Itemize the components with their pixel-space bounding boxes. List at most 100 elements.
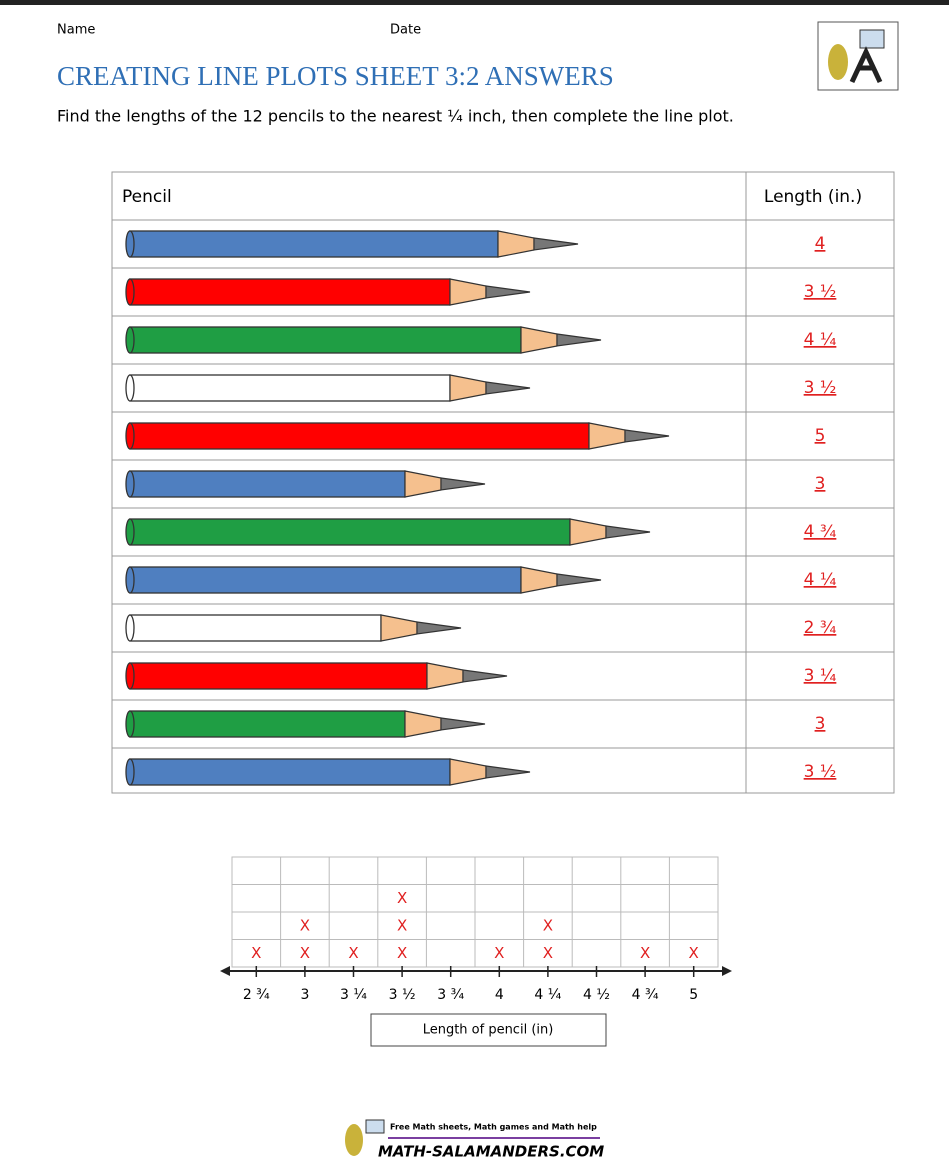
- pencil-end: [125, 422, 135, 450]
- pencil: [125, 710, 486, 738]
- pencil-end: [125, 518, 135, 546]
- title: CREATING LINE PLOTS SHEET 3:2 ANSWERS: [57, 61, 614, 91]
- pencil-wood: [588, 422, 626, 450]
- pencil-body: [129, 374, 451, 402]
- pencil-lead: [440, 477, 486, 491]
- plot-x-mark: X: [348, 944, 358, 962]
- pencil: [125, 662, 508, 690]
- footer-site: MATH-SALAMANDERS.COM: [378, 1143, 604, 1161]
- pencil-end: [125, 566, 135, 594]
- plot-x-mark: X: [640, 944, 650, 962]
- pencil-wood: [497, 230, 535, 258]
- table-header: Pencil: [122, 187, 172, 207]
- pencil-lead: [533, 237, 579, 251]
- pencil: [125, 278, 531, 306]
- plot-x-mark: X: [300, 944, 310, 962]
- plot-x-mark: X: [543, 944, 553, 962]
- plot-x-mark: X: [251, 944, 261, 962]
- pencil-end: [125, 710, 135, 738]
- pencil-lead: [556, 573, 602, 587]
- pencil: [125, 326, 602, 354]
- pencil-end: [125, 230, 135, 258]
- pencil-end: [125, 374, 135, 402]
- pencil-end: [125, 758, 135, 786]
- plot-x-mark: X: [397, 889, 407, 907]
- pencil-lead: [556, 333, 602, 347]
- number-line-label: 3 ½: [389, 987, 416, 1003]
- pencil-length: 3 ¼: [804, 666, 837, 686]
- pencil-body: [129, 566, 522, 594]
- pencil: [125, 518, 651, 546]
- pencil-body: [129, 614, 382, 642]
- plot-x-mark: X: [300, 916, 310, 934]
- pencil: [125, 230, 579, 258]
- pencil: [125, 470, 486, 498]
- logo: [817, 21, 899, 91]
- pencil-length: 3: [815, 714, 826, 734]
- pencil-wood: [520, 566, 558, 594]
- pencil-length: 4: [815, 234, 826, 254]
- number-line-label: 4 ½: [583, 987, 610, 1003]
- plot-x-mark: X: [543, 916, 553, 934]
- plot-x-mark: X: [494, 944, 504, 962]
- pencil-wood: [520, 326, 558, 354]
- pencil-lead: [605, 525, 651, 539]
- pencil-wood: [569, 518, 607, 546]
- pencil-body: [129, 470, 406, 498]
- pencil-end: [125, 278, 135, 306]
- pencil-lead: [416, 621, 462, 635]
- pencil: [125, 614, 462, 642]
- pencil-length: 4 ¾: [804, 522, 837, 542]
- pencil-length: 3 ½: [804, 378, 837, 398]
- pencil: [125, 422, 670, 450]
- number-line: [220, 966, 732, 976]
- pencil-lead: [485, 285, 531, 299]
- date-label: Date: [390, 23, 421, 38]
- pencil-length: 2 ¾: [804, 618, 837, 638]
- number-line-label: 3 ¾: [437, 987, 464, 1003]
- pencil-length: 3: [815, 474, 826, 494]
- pencil-wood: [426, 662, 464, 690]
- number-line-label: 4: [495, 987, 504, 1003]
- pencil-body: [129, 710, 406, 738]
- pencil-length: 5: [815, 426, 826, 446]
- number-line-label: 4 ¾: [632, 987, 659, 1003]
- pencil-lead: [440, 717, 486, 731]
- plot-x-mark: X: [397, 916, 407, 934]
- pencil-length: 3 ½: [804, 282, 837, 302]
- pencil-length: 4 ¼: [804, 570, 837, 590]
- pencil-length: 4 ¼: [804, 330, 837, 350]
- pencil-end: [125, 614, 135, 642]
- footer-tagline: Free Math sheets, Math games and Math he…: [390, 1123, 597, 1132]
- plot-x-mark: X: [689, 944, 699, 962]
- pencil-wood: [449, 758, 487, 786]
- axis-label: Length of pencil (in): [423, 1023, 554, 1038]
- pencil: [125, 758, 531, 786]
- pencil-lead: [624, 429, 670, 443]
- pencil-body: [129, 758, 451, 786]
- pencil-end: [125, 662, 135, 690]
- pencil-body: [129, 518, 571, 546]
- pencil-body: [129, 422, 590, 450]
- footer-logo: [345, 1119, 600, 1156]
- top-bar: [0, 0, 949, 5]
- pencil-wood: [449, 374, 487, 402]
- pencil-wood: [404, 470, 442, 498]
- pencil-lead: [485, 381, 531, 395]
- pencil-lead: [462, 669, 508, 683]
- pencil-lead: [485, 765, 531, 779]
- pencil-body: [129, 230, 499, 258]
- pencil-length: 3 ½: [804, 762, 837, 782]
- table-header: Length (in.): [764, 187, 862, 207]
- pencil-wood: [380, 614, 418, 642]
- pencil-wood: [449, 278, 487, 306]
- pencil: [125, 566, 602, 594]
- pencil-end: [125, 470, 135, 498]
- pencil: [125, 374, 531, 402]
- number-line-label: 3: [300, 987, 309, 1003]
- number-line-label: 3 ¼: [340, 987, 367, 1003]
- instructions: Find the lengths of the 12 pencils to th…: [57, 107, 734, 126]
- table: [111, 171, 895, 794]
- pencil-end: [125, 326, 135, 354]
